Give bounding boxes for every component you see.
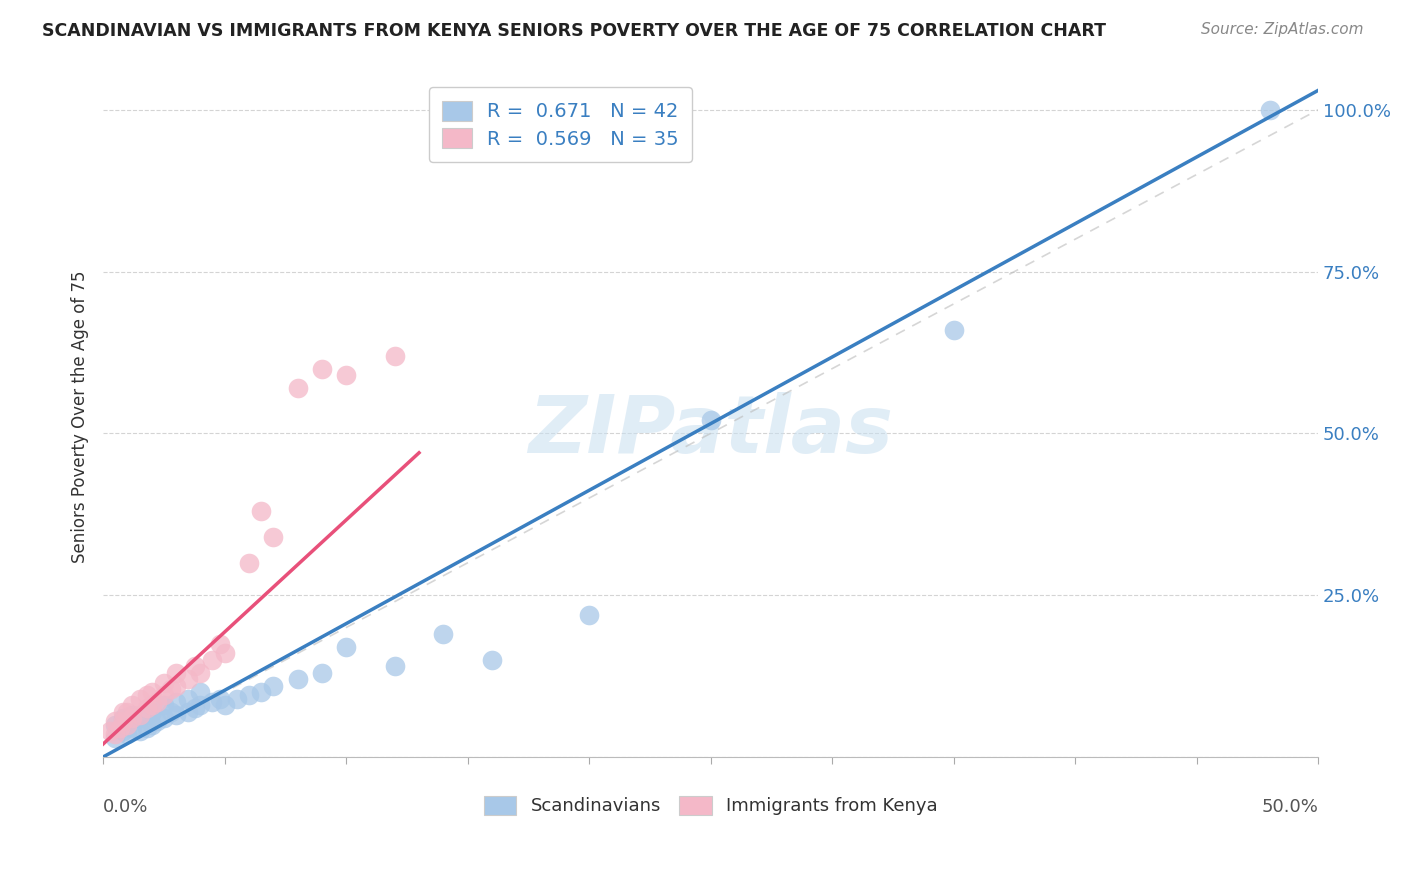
Point xyxy=(578,607,600,622)
Point xyxy=(117,714,139,729)
Point xyxy=(188,665,211,680)
Point xyxy=(201,653,224,667)
Point xyxy=(160,681,183,696)
Point xyxy=(699,413,721,427)
Point xyxy=(153,689,176,703)
Point xyxy=(942,323,965,337)
Point xyxy=(177,691,200,706)
Point xyxy=(165,679,187,693)
Point xyxy=(145,714,167,729)
Point xyxy=(145,695,167,709)
Point xyxy=(141,685,163,699)
Point xyxy=(128,691,150,706)
Point xyxy=(184,659,207,673)
Point xyxy=(177,705,200,719)
Point xyxy=(1258,103,1281,117)
Point xyxy=(121,721,143,735)
Point xyxy=(188,698,211,713)
Point xyxy=(128,711,150,725)
Point xyxy=(238,689,260,703)
Point xyxy=(117,727,139,741)
Point xyxy=(141,705,163,719)
Point xyxy=(335,640,357,654)
Point xyxy=(121,707,143,722)
Point xyxy=(262,679,284,693)
Point xyxy=(208,637,231,651)
Point xyxy=(177,673,200,687)
Point xyxy=(117,705,139,719)
Point xyxy=(262,530,284,544)
Text: SCANDINAVIAN VS IMMIGRANTS FROM KENYA SENIORS POVERTY OVER THE AGE OF 75 CORRELA: SCANDINAVIAN VS IMMIGRANTS FROM KENYA SE… xyxy=(42,22,1107,40)
Point xyxy=(311,361,333,376)
Point xyxy=(128,724,150,739)
Point xyxy=(135,707,157,722)
Point xyxy=(104,717,127,731)
Point xyxy=(214,698,236,713)
Point xyxy=(238,556,260,570)
Point xyxy=(111,705,134,719)
Point xyxy=(384,349,406,363)
Point xyxy=(214,647,236,661)
Point xyxy=(287,381,309,395)
Point xyxy=(104,714,127,729)
Point xyxy=(165,695,187,709)
Text: ZIPatlas: ZIPatlas xyxy=(529,392,893,470)
Point xyxy=(100,724,122,739)
Point xyxy=(141,717,163,731)
Point xyxy=(153,698,176,713)
Point xyxy=(184,701,207,715)
Point xyxy=(135,689,157,703)
Point xyxy=(121,698,143,713)
Point xyxy=(165,665,187,680)
Point xyxy=(201,695,224,709)
Point xyxy=(141,698,163,713)
Point xyxy=(250,685,273,699)
Y-axis label: Seniors Poverty Over the Age of 75: Seniors Poverty Over the Age of 75 xyxy=(72,271,89,564)
Point xyxy=(208,691,231,706)
Point xyxy=(250,504,273,518)
Point xyxy=(108,721,131,735)
Point xyxy=(160,705,183,719)
Point xyxy=(153,675,176,690)
Text: 50.0%: 50.0% xyxy=(1261,797,1319,815)
Point xyxy=(111,724,134,739)
Text: 0.0%: 0.0% xyxy=(103,797,149,815)
Point xyxy=(165,707,187,722)
Point xyxy=(481,653,503,667)
Point xyxy=(104,731,127,745)
Point xyxy=(128,707,150,722)
Point xyxy=(135,721,157,735)
Point xyxy=(225,691,247,706)
Point xyxy=(153,711,176,725)
Point xyxy=(135,701,157,715)
Point xyxy=(287,673,309,687)
Point xyxy=(384,659,406,673)
Point xyxy=(117,717,139,731)
Point xyxy=(188,685,211,699)
Point xyxy=(104,727,127,741)
Legend: Scandinavians, Immigrants from Kenya: Scandinavians, Immigrants from Kenya xyxy=(477,789,945,822)
Point xyxy=(311,665,333,680)
Point xyxy=(121,711,143,725)
Point xyxy=(111,711,134,725)
Text: Source: ZipAtlas.com: Source: ZipAtlas.com xyxy=(1201,22,1364,37)
Point xyxy=(432,627,454,641)
Point xyxy=(111,714,134,729)
Point xyxy=(335,368,357,383)
